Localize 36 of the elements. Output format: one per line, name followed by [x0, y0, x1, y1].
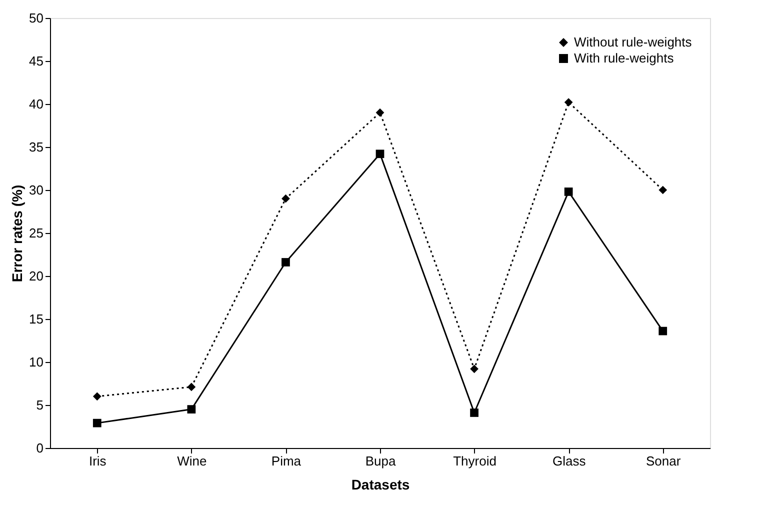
point	[282, 258, 290, 266]
x-tick-label: Thyroid	[453, 454, 496, 468]
point	[470, 408, 478, 417]
y-tick-label: 10	[29, 354, 44, 370]
point	[470, 364, 478, 374]
x-tick-label: Wine	[177, 454, 207, 468]
y-tick-label: 30	[29, 182, 44, 198]
y-tick-label: 20	[29, 268, 44, 284]
x-tick-label: Bupa	[365, 454, 396, 468]
point	[282, 194, 290, 203]
point	[564, 188, 573, 196]
y-tick-label: 0	[36, 440, 44, 456]
legend-label: Without rule-weights	[574, 34, 692, 50]
point	[564, 98, 573, 106]
x-tick-label: Pima	[271, 454, 302, 468]
y-tick-label: 45	[29, 54, 44, 68]
y-tick-label: 50	[29, 10, 44, 26]
legend-label: With rule-weights	[574, 50, 674, 66]
point	[92, 418, 102, 428]
point	[376, 150, 384, 158]
point	[92, 392, 102, 401]
point	[658, 326, 668, 336]
y-axis-title: Error rates (%)	[9, 184, 26, 282]
y-tick-label: 5	[36, 398, 44, 412]
x-tick-label: Iris	[88, 454, 107, 468]
point	[187, 382, 196, 392]
x-axis-title: Datasets	[351, 476, 410, 492]
y-tick-label: 25	[29, 226, 44, 240]
point	[187, 405, 196, 414]
x-tick-label: Sonar	[646, 454, 682, 468]
y-tick-label: 40	[29, 96, 44, 112]
y-tick-label: 35	[29, 140, 44, 154]
y-tick-label: 15	[29, 312, 44, 326]
point	[376, 108, 384, 117]
point	[658, 186, 668, 194]
x-tick-label: Glass	[552, 454, 586, 468]
